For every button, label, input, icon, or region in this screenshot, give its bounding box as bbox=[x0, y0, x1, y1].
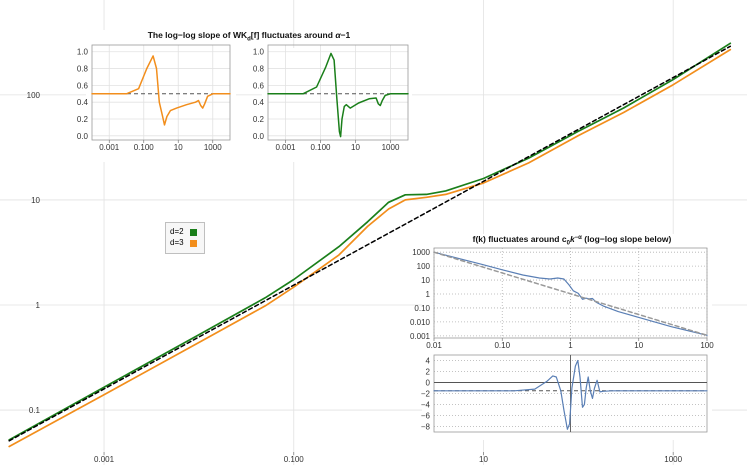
y-tick-label-3-5: 0.010 bbox=[410, 318, 431, 327]
legend-entry-d3: d=3 bbox=[170, 238, 184, 248]
y-tick-label-4-5: −6 bbox=[421, 412, 431, 421]
legend-swatch-d3 bbox=[190, 240, 197, 247]
series-line-0-1 bbox=[8, 48, 732, 448]
series-line-1-0 bbox=[91, 55, 231, 126]
legend-swatch-d2 bbox=[190, 229, 197, 236]
legend: d=2 d=3 bbox=[165, 222, 205, 254]
y-tick-label-4-2: 0 bbox=[426, 379, 431, 388]
fk-title-a: f(k) fluctuates around c bbox=[473, 234, 567, 244]
y-tick-label-0-2: 10 bbox=[31, 196, 40, 205]
inset-slope-d3-plot: 0.001 0.100 10 1000 0.0 0.2 0.4 0.6 0.8 1.0 bbox=[77, 44, 231, 152]
y-tick-label-1-5: 1.0 bbox=[77, 48, 89, 57]
y-tick-label-3-3: 1 bbox=[426, 290, 431, 299]
y-tick-label-4-6: −8 bbox=[421, 423, 431, 432]
series-line-0-2 bbox=[8, 45, 732, 442]
x-tick-label-3-0: 0.01 bbox=[426, 341, 442, 350]
x-tick-label-0-1: 0.100 bbox=[284, 455, 305, 464]
x-tick-label-0-2: 10 bbox=[479, 455, 488, 464]
x-tick-label-3-2: 1 bbox=[568, 341, 573, 350]
legend-label-d3: d=3 bbox=[170, 238, 184, 247]
plot-frame-2 bbox=[267, 44, 409, 141]
y-tick-label-0-1: 1 bbox=[36, 301, 41, 310]
y-tick-label-1-3: 0.6 bbox=[77, 81, 89, 90]
series-line-3-0 bbox=[433, 251, 708, 336]
y-tick-label-4-1: 2 bbox=[426, 368, 431, 377]
series-line-0-0 bbox=[8, 42, 732, 441]
inset-slope-d2-plot: 0.001 0.100 10 1000 0.0 0.2 0.4 0.6 0.8 1.0 bbox=[253, 44, 409, 152]
inset-slopes-title: The log−log slope of WKd[f] fluctuates a… bbox=[148, 30, 351, 43]
x-tick-label-1-1: 0.100 bbox=[134, 143, 155, 152]
x-tick-label-1-0: 0.001 bbox=[99, 143, 120, 152]
y-tick-label-4-0: 4 bbox=[426, 357, 431, 366]
x-tick-label-3-1: 0.10 bbox=[494, 341, 510, 350]
x-tick-label-3-3: 10 bbox=[634, 341, 643, 350]
inset-fk-plot: 0.01 0.10 1 10 100 1000 100 10 1 0.10 0.010 0.001 bbox=[410, 247, 714, 350]
y-tick-label-3-6: 0.001 bbox=[410, 332, 431, 341]
x-tick-label-2-3: 1000 bbox=[382, 143, 400, 152]
title-suffix: −1 bbox=[341, 30, 351, 40]
inset-background-2 bbox=[422, 234, 712, 440]
title-sub: d bbox=[247, 37, 251, 43]
x-tick-label-2-2: 10 bbox=[351, 143, 360, 152]
legend-entry-d2: d=2 bbox=[170, 227, 184, 237]
y-tick-label-3-0: 1000 bbox=[412, 248, 430, 257]
series-line-2-0 bbox=[267, 52, 409, 138]
y-tick-label-2-5: 1.0 bbox=[253, 48, 265, 57]
fk-title-tail: (log−log slope below) bbox=[582, 234, 672, 244]
y-tick-label-1-0: 0.0 bbox=[77, 132, 89, 141]
x-tick-label-2-1: 0.100 bbox=[310, 143, 331, 152]
fk-title-sup: −α bbox=[575, 235, 583, 241]
y-tick-label-2-2: 0.4 bbox=[253, 98, 265, 107]
y-tick-label-2-0: 0.0 bbox=[253, 132, 265, 141]
x-tick-label-3-4: 100 bbox=[700, 341, 714, 350]
y-tick-label-4-3: −2 bbox=[421, 390, 431, 399]
series-line-3-1 bbox=[433, 251, 708, 337]
inset-slopes-title-text: The log−log slope of WKd[f] fluctuates a… bbox=[148, 30, 351, 43]
y-tick-label-2-3: 0.6 bbox=[253, 81, 265, 90]
inset-fk-title: f(k) fluctuates around c0k−α (log−log sl… bbox=[473, 234, 672, 247]
inset-fk-title-text: f(k) fluctuates around c0k−α (log−log sl… bbox=[473, 234, 672, 247]
fk-title-sub: 0 bbox=[567, 241, 571, 247]
plot-frame-1 bbox=[91, 44, 231, 141]
y-tick-label-3-4: 0.10 bbox=[414, 304, 430, 313]
y-tick-label-3-1: 100 bbox=[417, 262, 431, 271]
x-tick-label-1-3: 1000 bbox=[204, 143, 222, 152]
inset-loglog-slope-plot: 4 2 0 −2 −4 −6 −8 bbox=[421, 354, 708, 433]
y-tick-label-0-0: 0.1 bbox=[29, 406, 41, 415]
x-tick-label-1-2: 10 bbox=[174, 143, 183, 152]
fk-title-k: k bbox=[570, 234, 576, 244]
y-tick-label-1-2: 0.4 bbox=[77, 98, 89, 107]
y-tick-label-4-4: −4 bbox=[421, 401, 431, 410]
series-line-4-0 bbox=[433, 359, 708, 430]
y-tick-label-3-2: 10 bbox=[421, 276, 430, 285]
title-mid: [f] fluctuates around bbox=[251, 30, 336, 40]
x-tick-label-0-0: 0.001 bbox=[94, 455, 115, 464]
title-alpha: α bbox=[335, 30, 341, 40]
y-tick-label-2-1: 0.2 bbox=[253, 115, 265, 124]
y-tick-label-0-3: 100 bbox=[27, 91, 41, 100]
y-tick-label-1-4: 0.8 bbox=[77, 65, 89, 74]
x-tick-label-0-3: 1000 bbox=[664, 455, 682, 464]
y-tick-label-1-1: 0.2 bbox=[77, 115, 89, 124]
legend-label-d2: d=2 bbox=[170, 227, 184, 236]
x-tick-label-2-0: 0.001 bbox=[275, 143, 296, 152]
title-prefix: The log−log slope of WK bbox=[148, 30, 248, 40]
y-tick-label-2-4: 0.8 bbox=[253, 65, 265, 74]
